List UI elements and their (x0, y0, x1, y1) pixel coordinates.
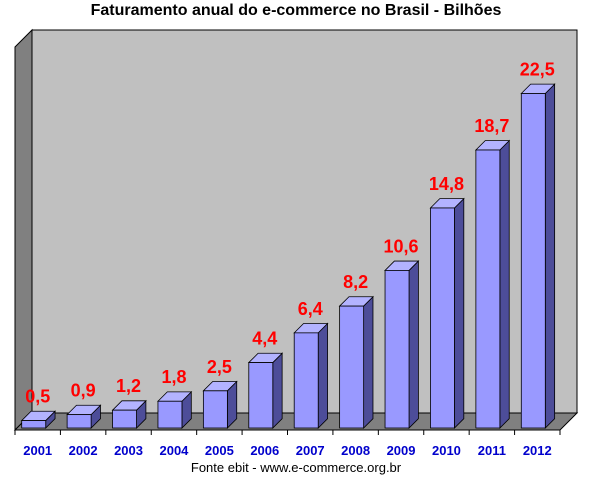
bar-2007 (293, 322, 329, 429)
bar-front (66, 414, 92, 429)
tick-label-2001: 2001 (23, 443, 52, 458)
bar-side (408, 260, 419, 429)
data-label-2010: 14,8 (429, 174, 464, 194)
tick-label-2008: 2008 (341, 443, 370, 458)
tick-label-2010: 2010 (432, 443, 461, 458)
data-label-2008: 8,2 (343, 272, 368, 292)
tick-label-2005: 2005 (205, 443, 234, 458)
tick-label-2012: 2012 (523, 443, 552, 458)
bar-front (112, 409, 137, 429)
data-label-2007: 6,4 (298, 299, 323, 319)
tick-label-2004: 2004 (159, 443, 189, 458)
data-label-2002: 0,9 (71, 381, 96, 401)
bar-2001 (20, 410, 57, 429)
bar-2002 (66, 404, 102, 429)
bar-front (475, 149, 501, 429)
bar-2009 (384, 260, 420, 429)
bar-front (293, 332, 319, 429)
source-note: Fonte ebit - www.e-commerce.org.br (190, 460, 402, 475)
bar-2010 (429, 197, 465, 429)
bar-front (248, 362, 274, 429)
bar-side (317, 322, 328, 429)
bar-2011 (474, 139, 511, 429)
bar-side (544, 83, 556, 429)
data-label-2012: 22,5 (520, 60, 555, 80)
bar-side (272, 352, 283, 429)
bar-front (157, 400, 183, 429)
bar-2004 (156, 390, 193, 429)
bar-front (430, 207, 455, 429)
data-label-2006: 4,4 (252, 329, 277, 349)
bar-side (454, 197, 465, 429)
bar-front (21, 420, 47, 429)
data-label-2003: 1,2 (116, 376, 141, 396)
bar-front (339, 305, 365, 429)
bar-front (520, 93, 546, 429)
bar-2008 (338, 295, 374, 429)
tick-label-2011: 2011 (478, 443, 506, 458)
tick-label-2006: 2006 (250, 443, 279, 458)
tick-label-2003: 2003 (114, 443, 143, 458)
data-label-2011: 18,7 (474, 116, 509, 136)
tick-label-2002: 2002 (69, 443, 98, 458)
bar-2003 (111, 399, 147, 429)
bar-front (202, 390, 228, 429)
tick-label-2009: 2009 (387, 443, 416, 458)
data-label-2009: 10,6 (384, 236, 419, 256)
bar-2012 (520, 83, 556, 429)
data-label-2001: 0,5 (25, 387, 50, 407)
data-label-2004: 1,8 (161, 367, 186, 387)
chart-title: Faturamento anual do e-commerce no Brasi… (90, 2, 502, 19)
tick-label-2007: 2007 (296, 443, 325, 458)
bar-2006 (247, 352, 284, 429)
bar-2005 (202, 380, 238, 429)
bar-side (363, 295, 374, 429)
data-label-2005: 2,5 (207, 357, 232, 377)
side-wall (14, 28, 33, 432)
bar-front (384, 270, 410, 429)
bar-side (499, 139, 510, 429)
